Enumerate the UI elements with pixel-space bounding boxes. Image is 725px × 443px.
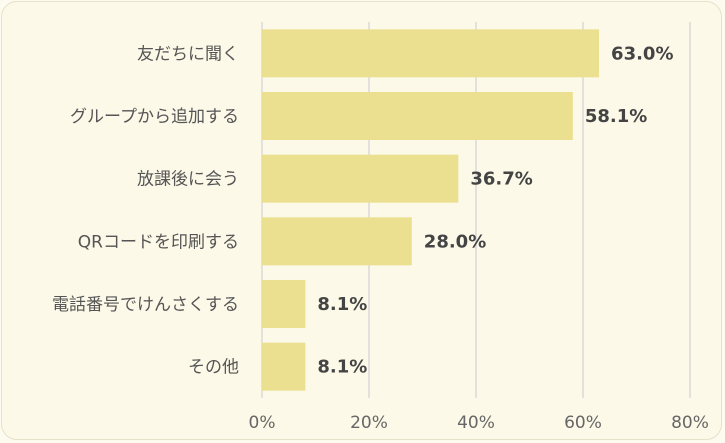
bar — [262, 217, 412, 266]
x-tick-label: 60% — [564, 413, 602, 433]
bars — [262, 29, 600, 391]
x-tick-label: 40% — [457, 413, 495, 433]
value-labels: 63.0% 58.1% 36.7% 28.0% 8.1% 8.1% — [317, 43, 673, 377]
bar — [262, 280, 306, 328]
value-label: 36.7% — [470, 169, 532, 190]
bar — [262, 342, 306, 391]
category-label: 友だちに聞く — [137, 44, 239, 64]
category-label: 電話番号でけんさくする — [52, 295, 239, 315]
x-tick-label: 80% — [671, 413, 709, 433]
value-label: 28.0% — [424, 231, 486, 252]
x-tick-label: 20% — [350, 413, 388, 433]
value-label: 58.1% — [585, 106, 647, 127]
bar — [262, 92, 573, 140]
value-label: 63.0% — [611, 43, 673, 64]
category-label: QRコードを印刷する — [78, 232, 239, 252]
bar — [262, 154, 459, 203]
category-label: 放課後に会う — [137, 170, 239, 190]
value-label: 8.1% — [317, 294, 367, 315]
grid-lines — [261, 22, 691, 398]
x-tick-labels: 0% 20% 40% 60% 80% — [249, 413, 709, 433]
value-label: 8.1% — [317, 357, 367, 378]
x-tick-label: 0% — [249, 413, 276, 433]
category-label: その他 — [188, 358, 239, 378]
bar — [262, 29, 600, 78]
category-label: グループから追加する — [70, 107, 239, 127]
